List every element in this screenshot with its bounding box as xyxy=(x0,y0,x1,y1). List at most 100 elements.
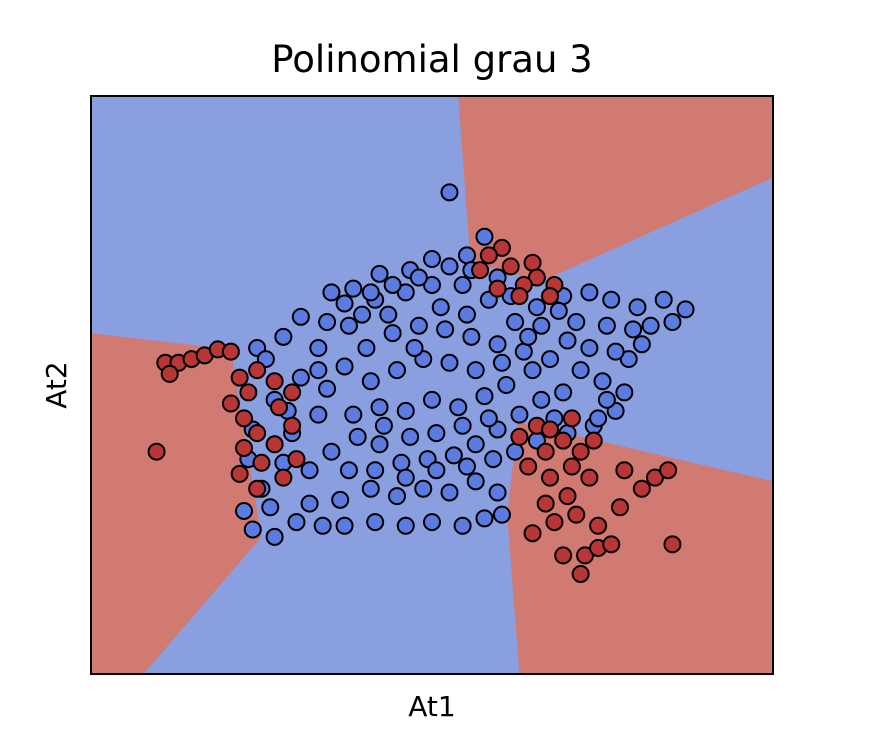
data-point xyxy=(519,457,538,476)
data-point xyxy=(484,450,503,469)
data-point xyxy=(361,372,380,391)
data-point xyxy=(558,331,577,350)
data-point xyxy=(287,513,306,532)
data-point xyxy=(427,424,446,443)
data-point xyxy=(335,357,354,376)
data-point xyxy=(506,442,525,461)
data-point xyxy=(396,468,415,487)
data-point xyxy=(619,350,638,369)
decision-region-class-1-1 xyxy=(91,333,262,674)
data-point xyxy=(479,409,498,428)
data-point xyxy=(532,316,551,335)
data-point xyxy=(554,383,573,402)
data-point xyxy=(409,268,428,287)
chart-title: Polinomial grau 3 xyxy=(271,38,592,81)
data-point xyxy=(492,353,511,372)
data-point xyxy=(571,564,590,583)
data-point xyxy=(287,450,306,469)
data-point xyxy=(541,420,560,439)
data-point xyxy=(589,409,608,428)
data-point xyxy=(527,298,546,317)
data-point xyxy=(562,409,581,428)
data-point xyxy=(488,279,507,298)
data-point xyxy=(440,483,459,502)
data-point xyxy=(545,513,564,532)
data-point xyxy=(541,350,560,369)
data-point xyxy=(235,501,254,520)
data-point xyxy=(567,313,586,332)
data-point xyxy=(230,368,249,387)
plot-area xyxy=(91,96,773,674)
data-point xyxy=(221,342,240,361)
data-point xyxy=(283,416,302,435)
data-point xyxy=(331,490,350,509)
data-point xyxy=(576,546,595,565)
data-point xyxy=(475,387,494,406)
data-point xyxy=(361,283,380,302)
data-point xyxy=(401,427,420,446)
data-point xyxy=(322,442,341,461)
data-point xyxy=(541,468,560,487)
data-point xyxy=(602,290,621,309)
data-point xyxy=(466,472,485,491)
data-point xyxy=(361,479,380,498)
data-point xyxy=(427,461,446,480)
data-point xyxy=(243,520,262,539)
data-point xyxy=(436,320,455,339)
data-point xyxy=(235,409,254,428)
data-point xyxy=(335,294,354,313)
data-point xyxy=(440,353,459,372)
data-point xyxy=(440,257,459,276)
data-point xyxy=(488,483,507,502)
data-point xyxy=(453,416,472,435)
data-point xyxy=(309,338,328,357)
data-point xyxy=(348,427,367,446)
data-point xyxy=(453,516,472,535)
data-point xyxy=(506,313,525,332)
data-point xyxy=(339,461,358,480)
data-point xyxy=(414,479,433,498)
data-point xyxy=(615,461,634,480)
data-point xyxy=(269,398,288,417)
data-point xyxy=(497,376,516,394)
data-point xyxy=(501,257,520,276)
data-point xyxy=(388,361,407,380)
data-point xyxy=(309,361,328,380)
data-point xyxy=(554,431,573,450)
data-point xyxy=(523,361,542,380)
data-point xyxy=(318,313,337,332)
data-point xyxy=(610,498,629,517)
data-point xyxy=(527,268,546,287)
data-point xyxy=(615,383,634,402)
data-point xyxy=(265,372,284,391)
data-point xyxy=(654,290,673,309)
data-point xyxy=(523,253,542,272)
data-point xyxy=(283,383,302,402)
data-point xyxy=(624,320,643,339)
decision-region-class-1-2 xyxy=(507,422,773,674)
data-point xyxy=(339,316,358,335)
data-point xyxy=(366,461,385,480)
data-point xyxy=(466,361,485,380)
data-point xyxy=(370,398,389,417)
data-point xyxy=(423,275,441,294)
decision-region-class-1-0 xyxy=(458,96,773,282)
data-point xyxy=(396,401,415,420)
data-point xyxy=(471,261,490,280)
data-point xyxy=(274,468,293,487)
data-point xyxy=(383,275,402,294)
data-point xyxy=(562,457,581,476)
data-point xyxy=(632,335,651,354)
data-point xyxy=(571,442,590,461)
data-point xyxy=(554,546,573,565)
data-point xyxy=(265,527,284,546)
data-point xyxy=(457,457,476,476)
data-point xyxy=(388,487,407,506)
data-point xyxy=(252,453,271,472)
data-point xyxy=(641,316,660,335)
data-point xyxy=(370,435,389,454)
data-point xyxy=(602,535,621,554)
data-point xyxy=(457,246,476,265)
data-point xyxy=(519,327,538,346)
